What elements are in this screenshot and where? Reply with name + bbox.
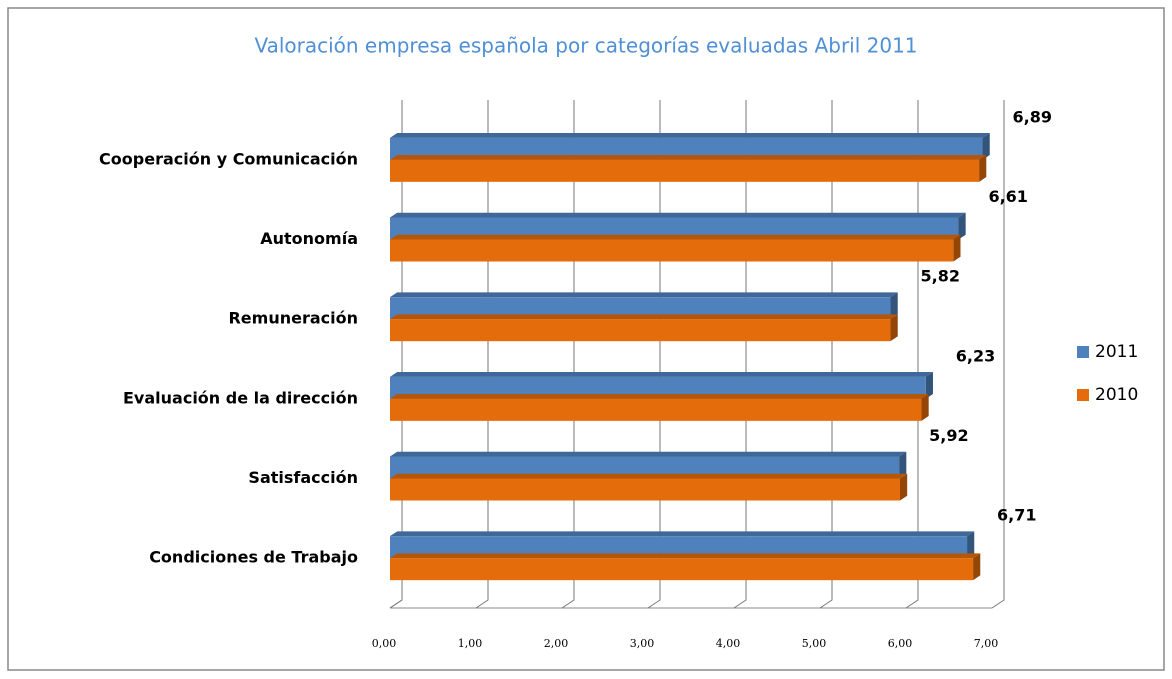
legend-label: 2011 [1095, 342, 1138, 362]
chart-title: Valoración empresa española por categorí… [254, 34, 917, 58]
bar [390, 319, 891, 342]
bar-side [925, 372, 933, 399]
bar-top [390, 133, 990, 138]
bar-top [390, 212, 966, 218]
grid-line [819, 100, 833, 609]
category-label: Satisfacción [248, 468, 358, 487]
bar-top [390, 394, 929, 399]
bar-side [921, 394, 929, 421]
x-tick-label: 6,00 [888, 637, 913, 650]
legend-swatch [1077, 346, 1089, 358]
bar-top [390, 372, 933, 377]
bar-top [390, 473, 908, 479]
category-label: Evaluación de la dirección [123, 388, 358, 407]
x-tick-label: 2,00 [544, 637, 569, 650]
value-label: 5,92 [929, 426, 968, 445]
bar [390, 456, 900, 479]
x-tick-label: 4,00 [716, 637, 741, 650]
legend-swatch [1077, 389, 1089, 401]
x-tick-label: 3,00 [630, 637, 655, 650]
bar [390, 239, 954, 262]
value-label: 6,23 [956, 346, 995, 365]
bar-side [982, 133, 990, 160]
bar-side [953, 234, 961, 262]
value-label: 6,89 [1013, 107, 1052, 126]
bar-side [899, 451, 907, 479]
bar [390, 297, 891, 320]
bar [390, 159, 980, 182]
grid-line [733, 100, 747, 609]
grid-line [561, 100, 575, 609]
bar-top [390, 292, 898, 298]
grid-line [647, 100, 661, 609]
bar [390, 558, 974, 581]
category-label: Cooperación y Comunicación [99, 149, 358, 168]
bar [390, 478, 900, 501]
bar-side [890, 314, 898, 342]
x-tick-label: 7,00 [974, 637, 999, 650]
bar-side [967, 531, 975, 559]
value-label: 6,71 [997, 506, 1036, 525]
bar-top [390, 155, 987, 160]
bar-side [899, 473, 908, 501]
bar-top [390, 553, 981, 559]
bar [390, 376, 926, 399]
grid-line [905, 100, 919, 609]
bar [390, 398, 922, 421]
bar-side [958, 212, 966, 240]
value-label: 5,82 [921, 267, 960, 286]
bar-top [390, 234, 961, 240]
bar-top [390, 314, 898, 320]
bar [390, 137, 983, 160]
category-label: Remuneración [228, 309, 358, 328]
value-label: 6,61 [988, 187, 1027, 206]
bar [390, 536, 968, 559]
bar-side [973, 553, 981, 581]
bar [390, 217, 959, 240]
bar-top [390, 451, 907, 457]
x-tick-label: 0,00 [372, 637, 397, 650]
bar-side [979, 155, 987, 182]
grid-line [475, 100, 489, 609]
x-tick-label: 1,00 [458, 637, 483, 650]
grid-line [991, 100, 1005, 609]
bar-top [390, 531, 975, 537]
category-label: Condiciones de Trabajo [149, 548, 358, 567]
x-tick-label: 5,00 [802, 637, 827, 650]
category-label: Autonomía [260, 229, 358, 248]
bar-side [890, 292, 898, 320]
grid-line [389, 100, 403, 609]
legend-label: 2010 [1095, 385, 1138, 405]
